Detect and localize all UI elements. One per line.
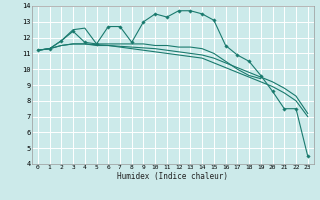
X-axis label: Humidex (Indice chaleur): Humidex (Indice chaleur) (117, 172, 228, 181)
